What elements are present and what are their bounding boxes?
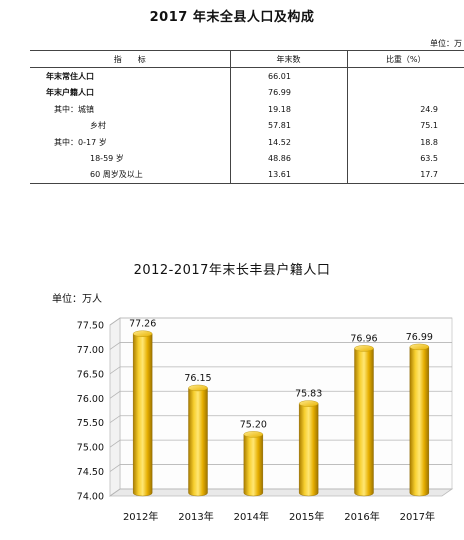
bar-top	[354, 345, 374, 352]
row-indicator: 年末常住人口	[46, 72, 94, 82]
chart-title: 2012-2017年末长丰县户籍人口	[133, 263, 331, 278]
population-table: 指 标 年末数 比重（%） 年末常住人口 66.01 年末户籍人口 76.99 其中：城…	[30, 49, 464, 185]
y-tick-label: 76.50	[77, 369, 104, 380]
row-ratio	[346, 67, 464, 85]
chart-unit-label: 单位：万人	[52, 294, 102, 305]
bar-top	[409, 343, 430, 351]
data-label: 76.99	[406, 332, 433, 343]
gridline	[109, 488, 452, 497]
data-label: 77.26	[129, 319, 156, 330]
back-wall	[119, 317, 453, 490]
bar	[243, 434, 264, 497]
row-ratio: 18.8	[346, 133, 464, 151]
row-indicator: 其中：城镇	[54, 104, 94, 114]
gridline	[109, 390, 452, 399]
y-tick-label: 75.00	[77, 443, 104, 454]
gridline	[109, 317, 452, 326]
row-ratio	[346, 84, 464, 102]
x-tick-label: 2014年	[234, 510, 269, 523]
row-value: 48.86	[229, 150, 347, 167]
header-year-end-value: 年末数	[229, 49, 347, 69]
y-tick-label: 74.50	[77, 467, 104, 478]
row-value: 19.18	[229, 101, 347, 118]
data-label: 76.15	[184, 373, 211, 384]
bar-top	[188, 384, 208, 392]
bar-top	[132, 330, 153, 337]
row-indicator: 其中：0-17 岁	[54, 137, 107, 147]
table-title: 2017 年末全县人口及构成	[149, 10, 315, 25]
gridline	[109, 342, 452, 350]
row-indicator: 乡村	[90, 121, 106, 131]
table-row: 年末户籍人口 76.99	[30, 84, 464, 102]
row-value: 76.99	[229, 84, 347, 102]
side-wall	[109, 317, 121, 497]
row-value: 66.01	[229, 67, 347, 85]
table-row: 60 周岁及以上 13.61 17.7	[30, 166, 464, 185]
bar	[132, 333, 153, 497]
unit-note: 单位：万	[430, 39, 462, 48]
table-row: 年末常住人口 66.01	[30, 67, 464, 85]
row-indicator: 年末户籍人口	[46, 88, 94, 98]
x-tick-label: 2013年	[178, 510, 213, 523]
y-tick-label: 74.00	[77, 492, 104, 503]
row-ratio: 63.5	[346, 150, 464, 167]
data-label: 76.96	[350, 333, 377, 344]
bar	[188, 387, 208, 497]
table-header-row: 指 标 年末数 比重（%）	[30, 49, 464, 69]
y-tick-label: 77.50	[77, 321, 104, 332]
x-tick-label: 2015年	[289, 510, 324, 523]
data-label: 75.83	[295, 389, 322, 400]
table-row: 其中：城镇 19.18 24.9	[30, 101, 464, 118]
bar	[298, 403, 319, 497]
header-indicator: 指 标	[30, 49, 230, 69]
row-ratio: 24.9	[346, 101, 464, 118]
x-tick-label: 2016年	[344, 510, 379, 523]
gridline	[109, 415, 452, 424]
row-ratio: 75.1	[346, 117, 464, 134]
y-tick-label: 76.00	[77, 394, 104, 405]
bar-top	[298, 400, 319, 407]
x-tick-label: 2012年	[123, 510, 158, 523]
table-body: 年末常住人口 66.01 年末户籍人口 76.99 其中：城镇 19.18 24.9 乡村 57…	[30, 67, 464, 185]
row-indicator: 18-59 岁	[90, 154, 124, 164]
bar-top	[243, 431, 264, 438]
bar	[354, 348, 374, 497]
table-row: 乡村 57.81 75.1	[30, 117, 464, 134]
row-value: 14.52	[229, 133, 347, 151]
population-bar-chart: 74.00 74.50 75.00 75.50 76.00 76.50 77.00 77.50…	[77, 317, 454, 523]
gridline	[109, 366, 452, 375]
header-ratio: 比重（%）	[346, 49, 464, 69]
bar	[409, 346, 430, 497]
row-indicator: 60 周岁及以上	[30, 166, 230, 185]
table-row: 其中：0-17 岁 14.52 18.8	[30, 133, 464, 151]
x-tick-label: 2017年	[400, 510, 435, 523]
data-label: 75.20	[240, 419, 267, 430]
gridline	[109, 464, 452, 472]
gridline	[109, 439, 452, 448]
y-tick-label: 77.00	[77, 345, 104, 356]
row-ratio: 17.7	[346, 166, 464, 185]
y-tick-label: 75.50	[77, 418, 104, 429]
chart-floor	[108, 488, 454, 497]
row-value: 13.61	[229, 166, 347, 185]
row-value: 57.81	[229, 117, 347, 134]
table-row: 18-59 岁 48.86 63.5	[30, 150, 464, 167]
